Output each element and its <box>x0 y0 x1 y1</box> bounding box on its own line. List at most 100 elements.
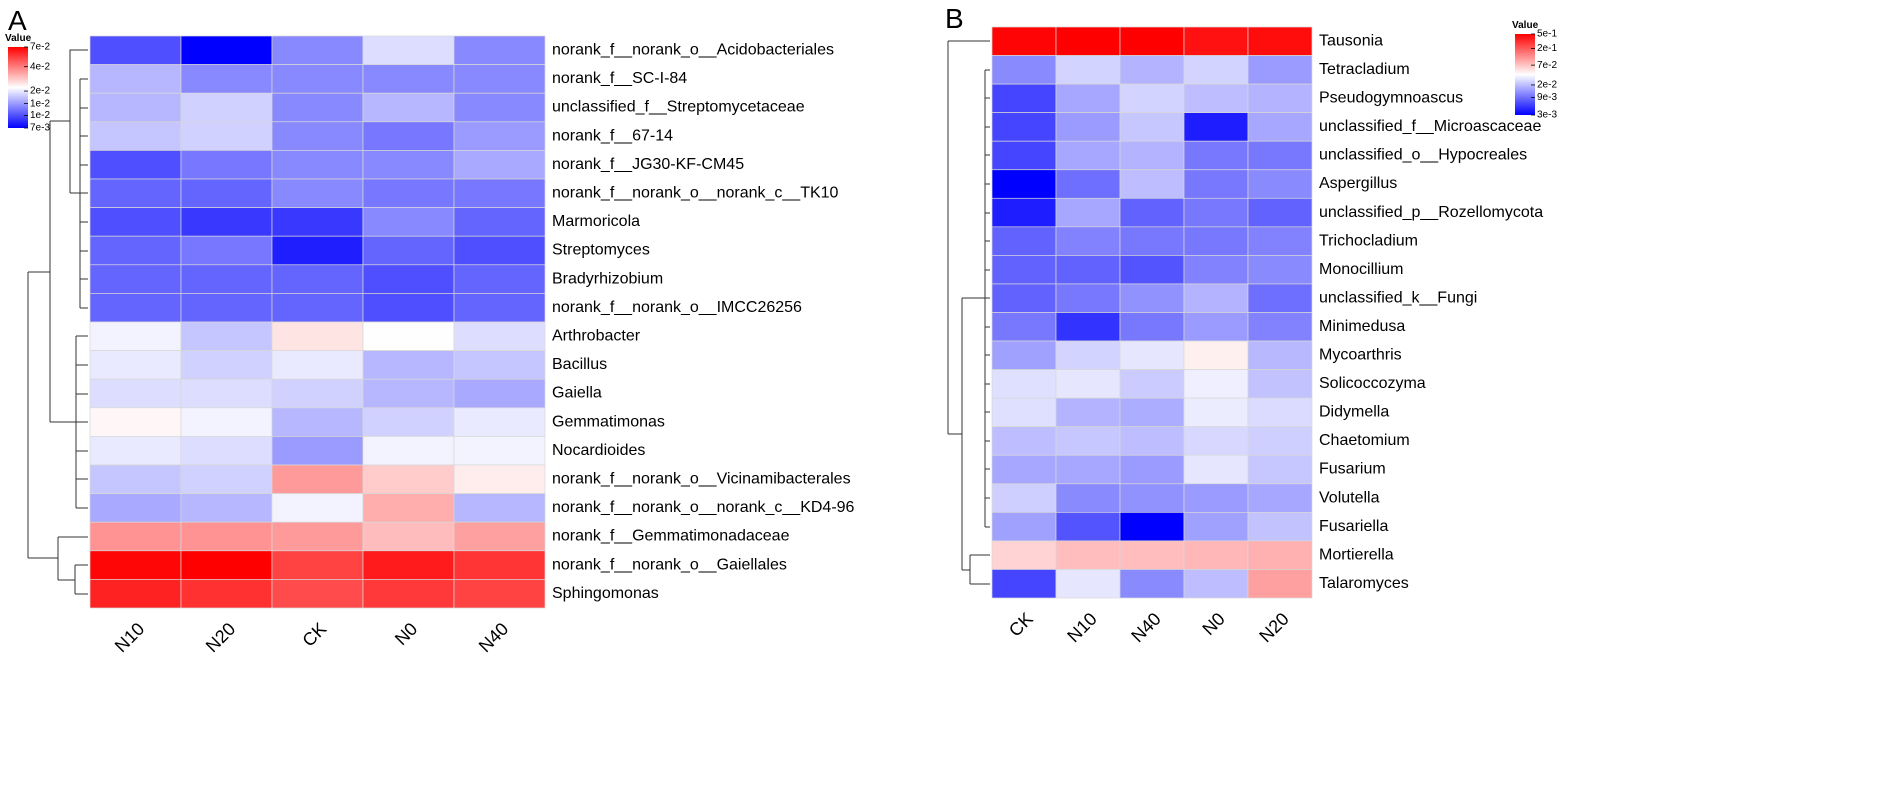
heatmap-cell <box>362 121 455 151</box>
heatmap-cell <box>180 407 273 437</box>
heatmap-cell <box>991 426 1057 456</box>
heatmap-cell <box>1119 283 1185 313</box>
heatmap-cell <box>453 378 546 409</box>
row-label: Marmoricola <box>552 213 640 230</box>
row-label: Trichocladium <box>1319 232 1418 249</box>
heatmap-cell <box>991 397 1057 428</box>
heatmap-cell <box>271 293 364 323</box>
row-label: Fusariella <box>1319 518 1388 535</box>
heatmap-cell <box>1119 340 1185 370</box>
heatmap-cell <box>89 264 182 294</box>
heatmap-cell <box>362 321 455 351</box>
heatmap-cell <box>89 436 182 466</box>
heatmap-cell <box>1247 26 1313 56</box>
heatmap-cell <box>362 64 455 94</box>
heatmap-cell <box>1183 540 1249 570</box>
heatmap-cell <box>453 35 546 65</box>
row-label: norank_f__SC-I-84 <box>552 70 687 87</box>
heatmap-cell <box>991 112 1057 142</box>
heatmap-cell <box>271 464 364 494</box>
heatmap-cell <box>1247 369 1313 399</box>
heatmap-cell <box>1119 83 1185 113</box>
colorbar-tick-label: 5e-1 <box>1537 29 1557 40</box>
colorbar-tick-label: 7e-2 <box>1537 60 1557 71</box>
heatmap-cell <box>453 92 546 123</box>
heatmap-cell <box>453 178 546 208</box>
heatmap-cell <box>180 293 273 323</box>
dendrogram-b <box>947 40 990 585</box>
heatmap-cell <box>1247 255 1313 285</box>
row-label: unclassified_k__Fungi <box>1319 289 1477 306</box>
heatmap-cell <box>271 35 364 65</box>
colorbar-tick-label: 1e-2 <box>30 98 50 109</box>
heatmap-cell <box>89 92 182 123</box>
heatmap-cell <box>1247 197 1313 228</box>
column-label: N10 <box>1063 609 1100 646</box>
column-label: CK <box>298 619 330 651</box>
heatmap-cell <box>1119 569 1185 599</box>
heatmap-cell <box>180 321 273 351</box>
heatmap-cell <box>1119 26 1185 56</box>
heatmap-cell <box>1055 483 1121 513</box>
heatmap-cell <box>991 569 1057 599</box>
heatmap-cell <box>271 64 364 94</box>
legend-title: Value <box>1512 20 1539 31</box>
heatmap-cell <box>991 369 1057 399</box>
heatmap-cell <box>89 321 182 351</box>
heatmap-cell <box>180 178 273 208</box>
heatmap-cell <box>1247 397 1313 428</box>
heatmap-cell <box>271 550 364 580</box>
heatmap-cell <box>362 493 455 523</box>
heatmap-cell <box>1247 511 1313 542</box>
heatmap-cell <box>362 178 455 208</box>
row-label: Mycoarthris <box>1319 347 1402 364</box>
heatmap-cell <box>1247 112 1313 142</box>
heatmap-cell <box>991 540 1057 570</box>
heatmap-cell <box>89 293 182 323</box>
heatmap-cell <box>1183 397 1249 428</box>
heatmap-cell <box>362 350 455 380</box>
heatmap-cell <box>1119 397 1185 428</box>
heatmap-cell <box>89 35 182 65</box>
colorbar-tick-label: 7e-2 <box>30 42 50 53</box>
colorbar-tick-label: 3e-3 <box>1537 110 1557 121</box>
heatmap-cell <box>1247 226 1313 256</box>
heatmap-cell <box>180 378 273 409</box>
row-label: norank_f__norank_o__norank_c__KD4-96 <box>552 499 855 516</box>
heatmap-cell <box>1247 55 1313 85</box>
heatmap-cell <box>271 150 364 180</box>
row-label: Bradyrhizobium <box>552 270 663 287</box>
colorbar <box>1515 34 1535 115</box>
heatmap-cell <box>89 378 182 409</box>
heatmap-cell <box>180 150 273 180</box>
heatmap-cell <box>1247 283 1313 313</box>
heatmap-cell <box>362 436 455 466</box>
row-label: Minimedusa <box>1319 318 1405 335</box>
heatmap-cell <box>89 493 182 523</box>
heatmap-cell <box>271 235 364 266</box>
row-label: unclassified_o__Hypocreales <box>1319 147 1527 164</box>
heatmap-cell <box>991 55 1057 85</box>
heatmap-cell <box>1055 511 1121 542</box>
heatmap-cell <box>991 169 1057 199</box>
heatmap-cell <box>271 579 364 609</box>
heatmap-cell <box>1119 454 1185 485</box>
heatmap-cell <box>1183 140 1249 171</box>
heatmap-cell <box>271 321 364 351</box>
row-label: norank_f__norank_o__Vicinamibacterales <box>552 471 851 488</box>
heatmap-cell <box>1183 283 1249 313</box>
heatmap-cell <box>1183 312 1249 342</box>
heatmap-cell <box>1119 426 1185 456</box>
heatmap-cell <box>453 264 546 294</box>
heatmap-cell <box>180 121 273 151</box>
heatmap-cell <box>1119 197 1185 228</box>
heatmap-cell <box>1183 569 1249 599</box>
heatmap-cell <box>1183 55 1249 85</box>
heatmap-cell <box>991 83 1057 113</box>
row-label: norank_f__norank_o__Gaiellales <box>552 556 787 573</box>
heatmap-cell <box>271 436 364 466</box>
heatmap-cell <box>1247 454 1313 485</box>
heatmap-cell <box>1183 454 1249 485</box>
column-label: CK <box>1005 609 1037 641</box>
heatmap-cell <box>1183 226 1249 256</box>
